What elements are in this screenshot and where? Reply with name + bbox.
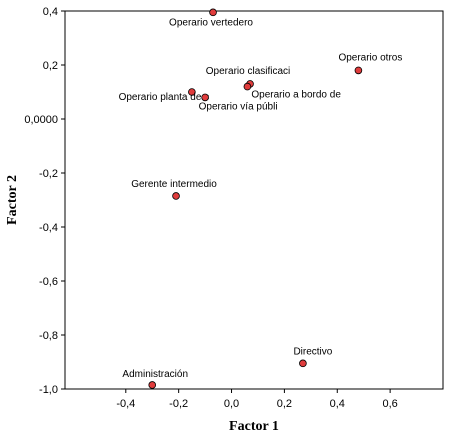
data-point-label: Operario planta de c [119, 92, 210, 103]
data-point-label: Operario a bordo de [251, 90, 341, 101]
data-point [209, 8, 217, 17]
x-tick-label: 0,2 [277, 398, 292, 410]
y-tick-label: -0,6 [39, 276, 58, 288]
data-point-label: Operario vía públi [199, 101, 278, 112]
data-point-label: Operario clasificaci [206, 66, 290, 77]
y-tick-label: -1,0 [39, 384, 58, 396]
y-tick-label: 0,0000 [24, 114, 58, 126]
data-point [201, 93, 209, 102]
data-point [299, 359, 307, 368]
data-point-label: Operario vertedero [169, 17, 253, 28]
data-point [243, 82, 252, 91]
y-tick-label: -0,2 [39, 168, 58, 180]
data-point-label: Operario otros [338, 52, 402, 63]
y-tick-label: 0,4 [43, 6, 58, 18]
data-points: Operario vertedero Operario otros Operario… [119, 8, 402, 389]
data-point [172, 192, 180, 200]
data-point [148, 381, 157, 389]
y-tick-label: 0,2 [43, 60, 58, 72]
plot-area-frame [64, 10, 444, 390]
x-tick-label: 0,0 [224, 398, 239, 410]
data-point [354, 66, 363, 75]
x-axis-title: Factor 1 [229, 419, 279, 434]
data-point-label: Administración [122, 369, 188, 380]
data-point-label: Directivo [293, 346, 332, 357]
y-tick-label: -0,4 [39, 222, 58, 234]
y-axis: 0,4 0,2 0,0000 -0,2 -0,4 -0,6 -0,8 -1,0 [24, 6, 65, 396]
x-axis: -0,4 -0,2 0,0 0,2 0,4 0,6 [116, 389, 398, 410]
data-point [188, 88, 196, 96]
x-tick-label: 0,4 [330, 398, 345, 410]
y-tick-label: -0,8 [39, 330, 58, 342]
x-tick-label: 0,6 [382, 398, 397, 410]
x-tick-label: -0,2 [169, 398, 188, 410]
data-point-label: Gerente intermedio [131, 179, 217, 190]
y-axis-title: Factor 2 [5, 175, 20, 225]
x-tick-label: -0,4 [116, 398, 135, 410]
